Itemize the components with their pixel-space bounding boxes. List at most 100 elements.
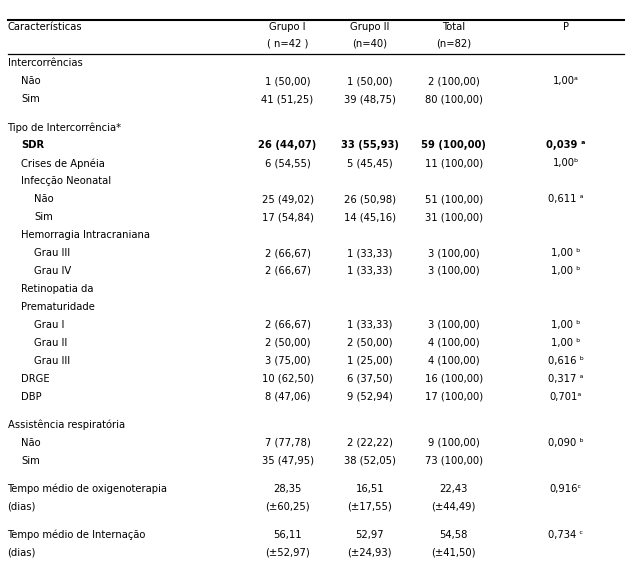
Text: 9 (52,94): 9 (52,94) (347, 392, 392, 402)
Text: 33 (55,93): 33 (55,93) (341, 140, 399, 150)
Text: 31 (100,00): 31 (100,00) (425, 212, 483, 222)
Text: (±44,49): (±44,49) (432, 502, 476, 512)
Text: 25 (49,02): 25 (49,02) (262, 194, 313, 204)
Text: DBP: DBP (21, 392, 42, 402)
Text: 1 (50,00): 1 (50,00) (347, 76, 392, 86)
Text: 38 (52,05): 38 (52,05) (344, 456, 396, 466)
Text: Grupo I: Grupo I (269, 22, 306, 33)
Text: 4 (100,00): 4 (100,00) (428, 356, 480, 366)
Text: 0,701ᵃ: 0,701ᵃ (549, 392, 582, 402)
Text: 0,611 ᵃ: 0,611 ᵃ (548, 194, 583, 204)
Text: 14 (45,16): 14 (45,16) (344, 212, 396, 222)
Text: Retinopatia da: Retinopatia da (21, 284, 94, 294)
Text: Grau III: Grau III (34, 356, 70, 366)
Text: Assistência respiratória: Assistência respiratória (8, 420, 125, 430)
Text: 51 (100,00): 51 (100,00) (425, 194, 483, 204)
Text: Sim: Sim (21, 456, 40, 466)
Text: 52,97: 52,97 (355, 530, 384, 540)
Text: 2 (22,22): 2 (22,22) (347, 438, 392, 448)
Text: DRGE: DRGE (21, 374, 50, 384)
Text: 3 (100,00): 3 (100,00) (428, 248, 480, 258)
Text: SDR: SDR (21, 140, 45, 150)
Text: 1,00ᵇ: 1,00ᵇ (552, 158, 579, 168)
Text: 10 (62,50): 10 (62,50) (262, 374, 313, 384)
Text: 1 (33,33): 1 (33,33) (347, 248, 392, 258)
Text: Sim: Sim (34, 212, 53, 222)
Text: 1 (25,00): 1 (25,00) (347, 356, 392, 366)
Text: 6 (37,50): 6 (37,50) (347, 374, 392, 384)
Text: 1,00 ᵇ: 1,00 ᵇ (551, 320, 580, 330)
Text: 4 (100,00): 4 (100,00) (428, 338, 480, 348)
Text: 1 (33,33): 1 (33,33) (347, 266, 392, 276)
Text: 9 (100,00): 9 (100,00) (428, 438, 480, 448)
Text: 0,734 ᶜ: 0,734 ᶜ (548, 530, 583, 540)
Text: Características: Características (8, 22, 82, 33)
Text: 39 (48,75): 39 (48,75) (344, 94, 396, 104)
Text: (±41,50): (±41,50) (432, 548, 476, 558)
Text: 1,00 ᵇ: 1,00 ᵇ (551, 248, 580, 258)
Text: 41 (51,25): 41 (51,25) (262, 94, 313, 104)
Text: Grau III: Grau III (34, 248, 70, 258)
Text: Tempo médio de oxigenoterapia: Tempo médio de oxigenoterapia (8, 484, 167, 494)
Text: ( n=42 ): ( n=42 ) (267, 38, 308, 48)
Text: Crises de Apnéia: Crises de Apnéia (21, 158, 106, 168)
Text: Grau I: Grau I (34, 320, 64, 330)
Text: 1,00 ᵇ: 1,00 ᵇ (551, 266, 580, 276)
Text: 2 (50,00): 2 (50,00) (347, 338, 392, 348)
Text: 28,35: 28,35 (274, 484, 301, 494)
Text: 1 (33,33): 1 (33,33) (347, 320, 392, 330)
Text: Tipo de Intercorrência*: Tipo de Intercorrência* (8, 122, 122, 132)
Text: 22,43: 22,43 (440, 484, 468, 494)
Text: Grau II: Grau II (34, 338, 68, 348)
Text: Intercorrências: Intercorrências (8, 58, 82, 68)
Text: 5 (45,45): 5 (45,45) (347, 158, 392, 168)
Text: 3 (100,00): 3 (100,00) (428, 320, 480, 330)
Text: 0,616 ᵇ: 0,616 ᵇ (548, 356, 583, 366)
Text: Prematuridade: Prematuridade (21, 302, 95, 312)
Text: Sim: Sim (21, 94, 40, 104)
Text: P: P (562, 22, 569, 33)
Text: (dias): (dias) (8, 548, 36, 558)
Text: (±17,55): (±17,55) (348, 502, 392, 512)
Text: 0,916ᶜ: 0,916ᶜ (549, 484, 582, 494)
Text: Total: Total (442, 22, 465, 33)
Text: 1,00ᵃ: 1,00ᵃ (552, 76, 579, 86)
Text: 1 (50,00): 1 (50,00) (265, 76, 310, 86)
Text: 17 (54,84): 17 (54,84) (262, 212, 313, 222)
Text: Não: Não (34, 194, 54, 204)
Text: 26 (50,98): 26 (50,98) (344, 194, 396, 204)
Text: 8 (47,06): 8 (47,06) (265, 392, 310, 402)
Text: (±52,97): (±52,97) (265, 548, 310, 558)
Text: 2 (50,00): 2 (50,00) (265, 338, 310, 348)
Text: 2 (66,67): 2 (66,67) (265, 248, 310, 258)
Text: 3 (75,00): 3 (75,00) (265, 356, 310, 366)
Text: 16,51: 16,51 (355, 484, 384, 494)
Text: 0,317 ᵃ: 0,317 ᵃ (548, 374, 583, 384)
Text: 80 (100,00): 80 (100,00) (425, 94, 483, 104)
Text: 17 (100,00): 17 (100,00) (425, 392, 483, 402)
Text: 7 (77,78): 7 (77,78) (265, 438, 310, 448)
Text: 2 (66,67): 2 (66,67) (265, 266, 310, 276)
Text: Não: Não (21, 76, 41, 86)
Text: Hemorragia Intracraniana: Hemorragia Intracraniana (21, 230, 150, 240)
Text: (n=82): (n=82) (436, 38, 471, 48)
Text: 2 (66,67): 2 (66,67) (265, 320, 310, 330)
Text: 1,00 ᵇ: 1,00 ᵇ (551, 338, 580, 348)
Text: 0,039 ᵃ: 0,039 ᵃ (546, 140, 585, 150)
Text: 2 (100,00): 2 (100,00) (428, 76, 480, 86)
Text: 56,11: 56,11 (273, 530, 302, 540)
Text: 6 (54,55): 6 (54,55) (265, 158, 310, 168)
Text: Infecção Neonatal: Infecção Neonatal (21, 176, 112, 186)
Text: 11 (100,00): 11 (100,00) (425, 158, 483, 168)
Text: 73 (100,00): 73 (100,00) (425, 456, 483, 466)
Text: Tempo médio de Internação: Tempo médio de Internação (8, 530, 146, 540)
Text: 59 (100,00): 59 (100,00) (422, 140, 486, 150)
Text: Grupo II: Grupo II (350, 22, 389, 33)
Text: 26 (44,07): 26 (44,07) (258, 140, 317, 150)
Text: 0,090 ᵇ: 0,090 ᵇ (548, 438, 583, 448)
Text: (±24,93): (±24,93) (348, 548, 392, 558)
Text: 35 (47,95): 35 (47,95) (262, 456, 313, 466)
Text: (±60,25): (±60,25) (265, 502, 310, 512)
Text: 54,58: 54,58 (440, 530, 468, 540)
Text: 3 (100,00): 3 (100,00) (428, 266, 480, 276)
